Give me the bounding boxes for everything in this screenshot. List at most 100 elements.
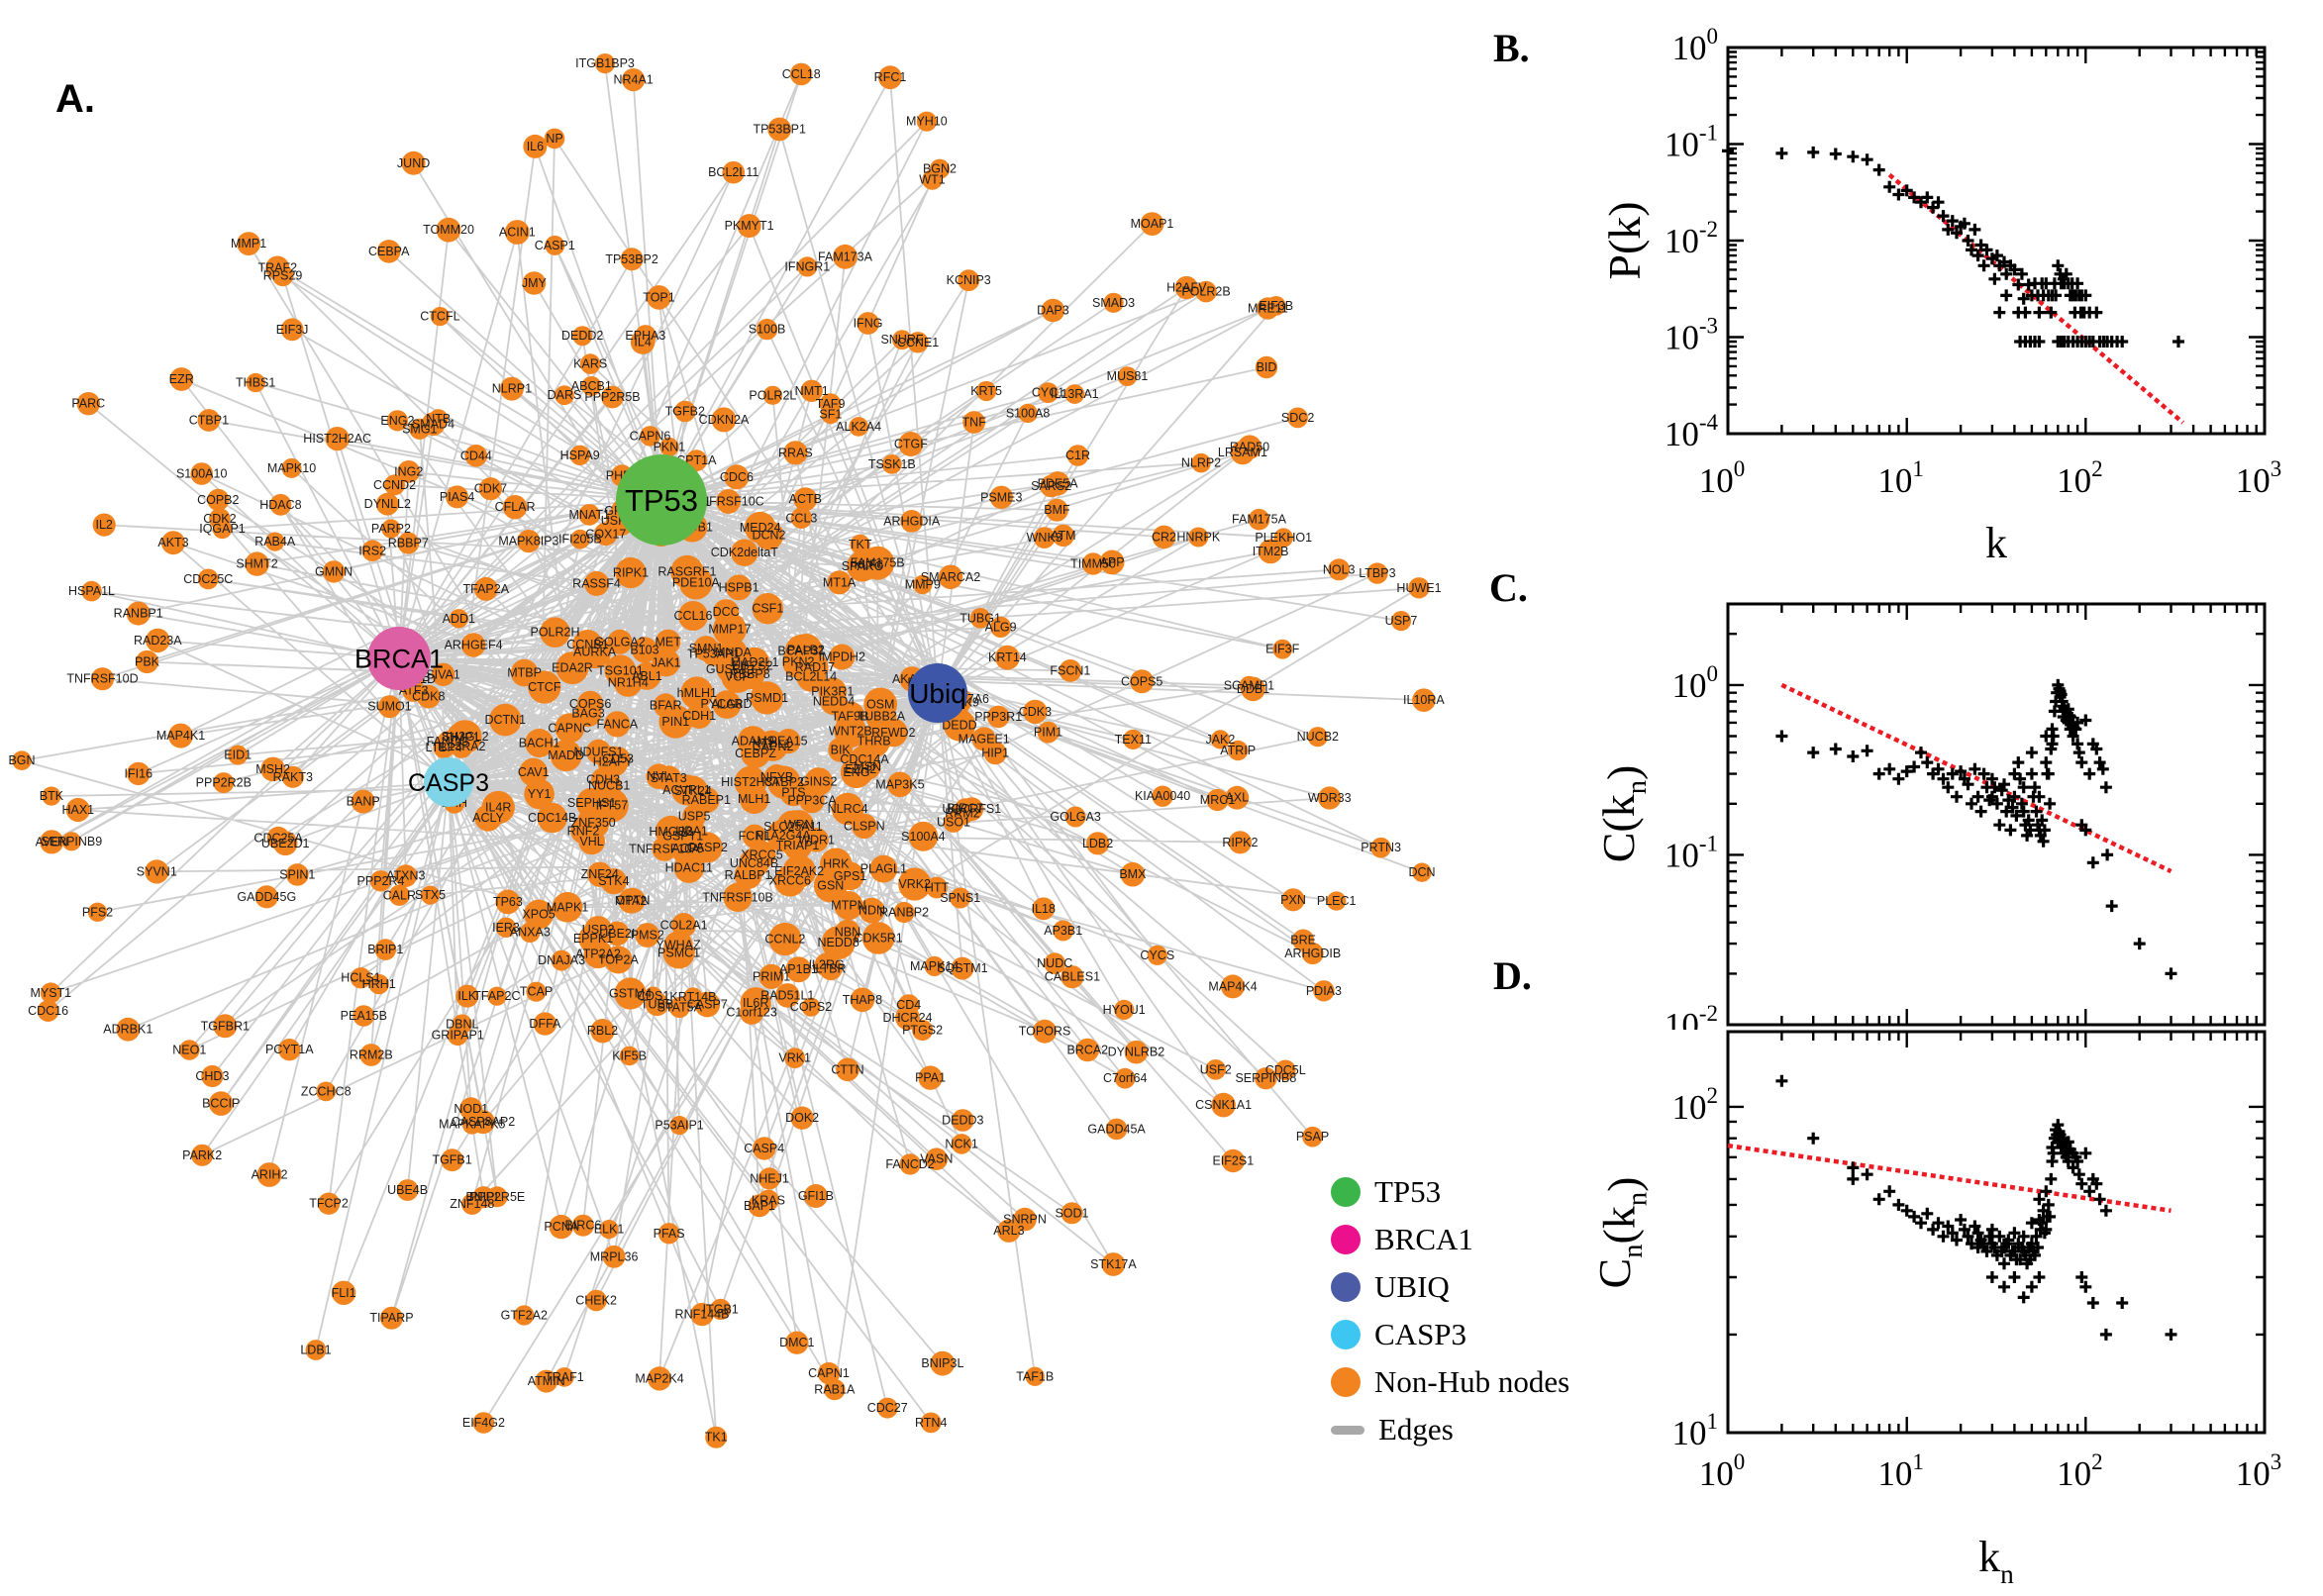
gene-node — [246, 372, 265, 393]
gene-node — [712, 690, 742, 719]
gene-node-label: CAPN1 — [808, 1366, 850, 1380]
gene-node — [213, 772, 235, 794]
gene-node-label: YY1 — [528, 787, 552, 801]
gene-node-label: PEA15B — [341, 1009, 387, 1023]
gene-node-label: MYST1 — [30, 986, 71, 1000]
gene-node — [549, 1214, 573, 1240]
gene-node — [897, 994, 920, 1016]
gene-node-label: IL4 — [634, 336, 651, 349]
gene-node-label: RALBP1 — [725, 868, 772, 882]
gene-node-label: ALK2A4 — [836, 420, 881, 434]
gene-node — [1206, 788, 1229, 812]
gene-node-label: OPTN — [616, 894, 651, 908]
gene-node-label: GOLGA2 — [594, 635, 645, 648]
gene-node-label: CAPN6 — [630, 429, 671, 443]
gene-node-label: GRIPAP1 — [432, 1029, 484, 1043]
gene-node-label: ATMIN — [528, 1374, 565, 1388]
gene-node — [767, 117, 792, 142]
gene-node-label: CD53 — [602, 752, 634, 766]
gene-node — [631, 637, 658, 663]
gene-node-label: SQSTM1 — [937, 961, 987, 975]
gene-node-label: BIRC7 — [947, 802, 983, 816]
gene-node — [604, 711, 631, 738]
gene-node-label: EIF4G2 — [462, 1416, 505, 1430]
gene-node — [526, 981, 547, 1002]
gene-node-label: CDK3 — [1019, 705, 1052, 719]
panel-b-label: B. — [1493, 26, 1530, 70]
gene-node-label: DEDD2 — [561, 329, 603, 343]
gene-node — [420, 885, 441, 905]
gene-node-label: HRK — [823, 857, 850, 871]
gene-node-label: MAPK1 — [547, 900, 588, 914]
gene-node-label: ING2 — [394, 464, 423, 478]
gene-node — [849, 417, 868, 437]
gene-node — [817, 1361, 841, 1385]
gene-node — [504, 220, 530, 245]
gene-node — [489, 703, 522, 737]
gene-node-label: EIF2S1 — [1212, 1154, 1254, 1168]
gene-node — [758, 1167, 781, 1190]
gene-node-label: TAF9B — [832, 709, 869, 723]
gene-node-label: JAK1 — [652, 655, 681, 669]
gene-node-label: SERPINB8 — [1235, 1071, 1296, 1085]
gene-node — [90, 667, 115, 691]
gene-node — [1053, 920, 1074, 942]
gene-node-label: ACVRL1 — [662, 783, 711, 797]
gene-node-label: CALR — [383, 888, 416, 902]
gene-node-label: RBBP7 — [388, 537, 429, 550]
gene-node-label: LRSAM1 — [1218, 446, 1267, 459]
gene-node — [835, 919, 860, 946]
gene-node-label: IFT57 — [596, 799, 629, 813]
gene-node — [898, 867, 932, 901]
gene-node-label: KCNIP3 — [947, 273, 991, 287]
scatter-points — [1775, 678, 2177, 980]
gene-node-label: PCNA — [544, 1220, 578, 1234]
gene-node — [913, 574, 933, 595]
gene-node — [995, 645, 1020, 670]
gene-node-label: CLSPN — [844, 819, 885, 833]
gene-node-label: COPB2 — [197, 493, 239, 507]
gene-node — [555, 713, 585, 744]
gene-node — [1114, 1067, 1136, 1089]
y-tick-label: 100 — [1672, 661, 1719, 705]
x-tick-label: 102 — [2057, 456, 2103, 500]
gene-node-label: PPA1 — [915, 1071, 946, 1085]
gene-node-label: SMARCA2 — [921, 570, 980, 584]
gene-node — [750, 681, 784, 715]
gene-node-label: TP63 — [493, 895, 523, 909]
gene-node — [821, 405, 841, 425]
x-tick-label: 100 — [1699, 456, 1746, 500]
x-axis-title: k — [1985, 519, 2007, 567]
gene-node-label: WDR1 — [798, 833, 835, 847]
gene-node-label: BNIP3L — [921, 1356, 963, 1370]
gene-node-label: BTK — [40, 789, 64, 803]
gene-node-label: FAM175A — [1232, 513, 1287, 527]
gene-node-label: USP5 — [678, 809, 711, 823]
gene-node-label: COPS6 — [569, 697, 611, 711]
gene-node-label: RAKT3 — [273, 770, 313, 784]
gene-node — [658, 704, 693, 739]
gene-node-label: SIVA1 — [426, 667, 460, 681]
gene-node-label: BANP — [347, 795, 380, 809]
gene-node-label: EDA2R — [552, 661, 593, 675]
gene-node-label: PDE10A — [672, 576, 721, 590]
gene-node-label: TIMM50 — [1070, 557, 1116, 571]
gene-node-label: BAP1 — [744, 1199, 775, 1213]
gene-node — [997, 1219, 1021, 1243]
gene-node — [736, 648, 769, 682]
gene-node-label: SF1 — [819, 408, 842, 422]
gene-node-label: RAB1A — [814, 1383, 856, 1397]
gene-node-label: TAF9 — [816, 397, 846, 411]
gene-node — [898, 432, 924, 456]
gene-node-label: VASN — [920, 1152, 953, 1166]
gene-node-label: DYNLL2 — [364, 497, 411, 511]
gene-node-label: TOMM20 — [423, 223, 474, 237]
gene-node-label: SUMO1 — [367, 700, 412, 714]
gene-node-label: PRIM1 — [753, 969, 790, 983]
gene-node — [960, 797, 984, 822]
gene-node-label: IL2RG — [809, 957, 845, 971]
gene-node-label: PDE5A — [1038, 476, 1079, 490]
gene-node-label: PSME3 — [980, 490, 1022, 504]
gene-node-label: FANCD2 — [885, 1157, 934, 1171]
